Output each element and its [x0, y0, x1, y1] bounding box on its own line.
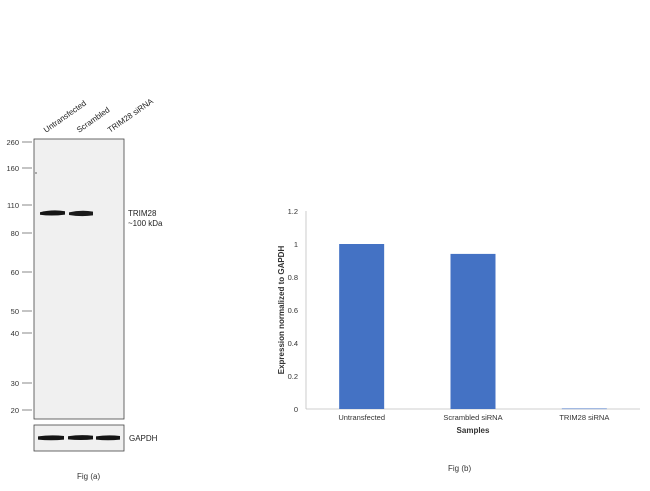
fig-b-caption: Fig (b): [448, 464, 472, 473]
fig-a-caption: Fig (a): [77, 472, 101, 481]
marker-label-50: 50: [11, 307, 19, 316]
marker-label-60: 60: [11, 268, 19, 277]
x-tick-label: Untransfected: [338, 413, 385, 422]
marker-label-40: 40: [11, 329, 19, 338]
western-blot-panel: Untransfected Scrambled TRIM28 siRNA 260…: [0, 0, 230, 486]
blot-membrane: [33, 138, 125, 420]
blot-speck: [35, 172, 37, 174]
x-tick-label: Scrambled siRNA: [443, 413, 502, 422]
y-tick-label: 0: [294, 405, 298, 414]
x-axis-title: Samples: [457, 426, 490, 435]
marker-label-30: 30: [11, 379, 19, 388]
bar-scrambled-sirna: [450, 253, 496, 409]
marker-label-20: 20: [11, 406, 19, 415]
gapdh-bands: [38, 435, 120, 441]
marker-label-260: 260: [6, 138, 19, 147]
marker-label-80: 80: [11, 229, 19, 238]
band-scrambled: [69, 210, 93, 217]
gapdh-band-scrambled: [68, 435, 93, 440]
gapdh-band-trim28-sirna: [96, 435, 120, 441]
gapdh-label: GAPDH: [129, 434, 158, 443]
y-axis-title: Expression normalized to GAPDH: [277, 246, 286, 375]
y-tick-label: 1.2: [288, 207, 298, 216]
y-tick-label: 0.6: [288, 306, 298, 315]
lane-label-trim28-sirna: TRIM28 siRNA: [106, 96, 155, 134]
western-blot-figure: Untransfected Scrambled TRIM28 siRNA 260…: [6, 96, 163, 452]
x-tick-label: TRIM28 siRNA: [559, 413, 609, 422]
target-label: TRIM28: [128, 209, 157, 218]
y-tick-label: 0.4: [288, 339, 298, 348]
bar-chart: 0 0.2 0.4 0.6 0.8 1 1.2 Untransfected Scrambled…: [277, 207, 640, 435]
bar-chart-panel: 0 0.2 0.4 0.6 0.8 1 1.2 Untransfected Scrambled…: [240, 190, 650, 486]
marker-label-110: 110: [7, 201, 19, 210]
trim28-bands: [40, 210, 93, 217]
gapdh-band-untransfected: [38, 435, 64, 441]
bar-untransfected: [339, 244, 385, 409]
marker-ladder: [22, 141, 32, 411]
band-untransfected: [40, 210, 65, 216]
target-size-label: ~100 kDa: [128, 219, 163, 228]
y-tick-label: 1: [294, 240, 298, 249]
y-tick-label: 0.8: [288, 273, 298, 282]
y-tick-label: 0.2: [288, 372, 298, 381]
marker-label-160: 160: [6, 164, 19, 173]
bar-trim28-sirna: [561, 408, 607, 410]
